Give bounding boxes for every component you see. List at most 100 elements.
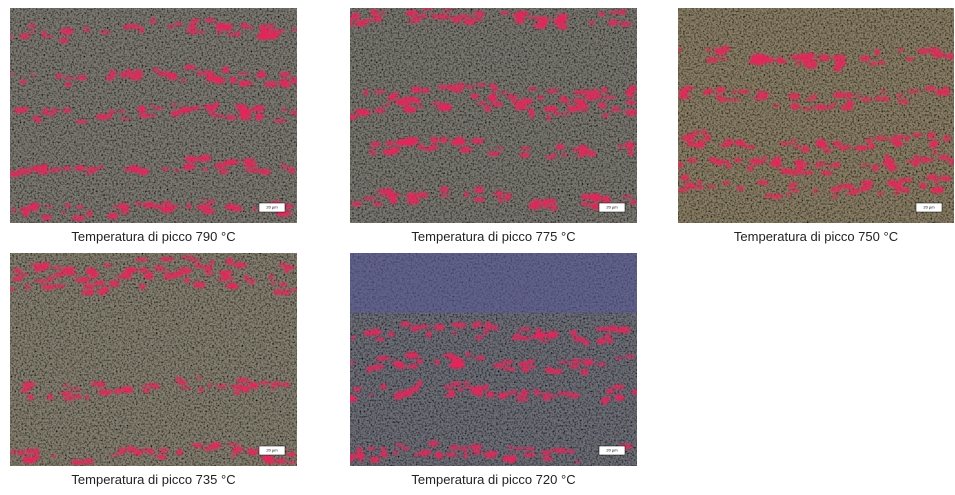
red-phase — [355, 109, 365, 112]
red-phase — [903, 189, 910, 193]
red-phase — [806, 98, 817, 101]
red-phase — [556, 144, 565, 150]
red-phase — [26, 284, 30, 290]
red-phase — [934, 180, 939, 184]
red-phase — [780, 60, 787, 64]
red-phase — [513, 12, 526, 18]
red-phase — [434, 359, 439, 365]
red-phase — [261, 455, 275, 459]
red-phase — [832, 55, 846, 62]
red-phase — [236, 378, 249, 383]
red-phase — [197, 376, 202, 379]
red-phase — [619, 145, 623, 149]
red-phase — [939, 176, 951, 181]
red-phase — [118, 72, 128, 75]
red-phase — [393, 194, 401, 197]
red-phase — [367, 447, 376, 450]
red-phase — [679, 89, 689, 95]
red-phase — [788, 93, 800, 100]
red-phase — [579, 152, 585, 157]
red-phase — [161, 168, 169, 171]
red-phase — [215, 23, 226, 27]
red-phase — [370, 9, 378, 16]
red-phase — [352, 387, 361, 391]
red-phase — [99, 165, 104, 169]
red-phase — [22, 382, 35, 388]
red-phase — [53, 272, 64, 277]
caption: Temperatura di picco 750 °C — [734, 229, 898, 244]
red-phase — [279, 79, 289, 85]
red-phase — [895, 191, 900, 195]
red-phase — [118, 204, 130, 210]
red-phase — [434, 324, 445, 330]
red-phase — [743, 145, 756, 148]
red-phase — [162, 201, 172, 205]
red-phase — [406, 192, 419, 199]
red-phase — [345, 361, 355, 364]
red-phase — [167, 25, 175, 28]
red-phase — [609, 326, 616, 331]
red-phase — [91, 382, 98, 386]
red-phase — [87, 167, 99, 172]
red-phase — [370, 151, 377, 154]
red-phase — [371, 328, 382, 335]
red-phase — [603, 96, 616, 99]
red-phase — [362, 112, 368, 115]
red-phase — [937, 89, 950, 96]
red-phase — [69, 388, 82, 390]
red-phase — [274, 30, 285, 33]
red-phase — [681, 136, 694, 141]
red-phase — [929, 133, 936, 138]
red-phase — [492, 102, 502, 107]
red-phase — [279, 72, 291, 77]
red-phase — [203, 447, 213, 451]
red-phase — [596, 94, 602, 99]
red-phase — [451, 323, 456, 325]
red-phase — [414, 384, 418, 389]
red-phase — [494, 191, 505, 196]
red-phase — [521, 365, 529, 372]
red-phase — [227, 33, 236, 36]
red-phase — [190, 259, 201, 262]
red-phase — [13, 276, 24, 281]
red-phase — [41, 215, 52, 221]
red-phase — [818, 54, 830, 61]
red-phase — [413, 98, 421, 103]
red-phase — [121, 272, 130, 275]
red-phase — [366, 366, 372, 373]
red-phase — [722, 181, 730, 185]
red-phase — [512, 335, 518, 340]
red-phase — [884, 158, 895, 162]
red-phase — [198, 388, 204, 392]
red-phase — [253, 207, 257, 211]
red-phase — [146, 114, 157, 117]
red-phase — [706, 57, 718, 63]
red-phase — [469, 444, 482, 449]
red-phase — [368, 149, 375, 151]
red-phase — [385, 141, 396, 145]
red-phase — [473, 11, 485, 16]
red-phase — [431, 102, 442, 105]
red-phase — [583, 203, 596, 205]
red-phase — [439, 137, 449, 142]
red-phase — [801, 107, 812, 110]
red-phase — [51, 455, 56, 458]
red-phase — [224, 277, 235, 280]
red-phase — [917, 48, 930, 54]
red-phase — [543, 396, 551, 401]
red-phase — [229, 283, 235, 288]
red-phase — [815, 162, 827, 165]
red-phase — [546, 89, 559, 93]
red-phase — [898, 48, 904, 51]
red-phase — [8, 171, 21, 177]
red-phase — [193, 282, 206, 288]
red-phase — [450, 140, 463, 146]
red-phase — [269, 274, 273, 280]
red-phase — [173, 169, 180, 171]
red-phase — [203, 105, 214, 109]
red-phase — [472, 450, 482, 455]
red-phase — [601, 87, 607, 93]
red-phase — [202, 208, 215, 214]
red-phase — [470, 389, 481, 394]
red-phase — [129, 73, 143, 80]
